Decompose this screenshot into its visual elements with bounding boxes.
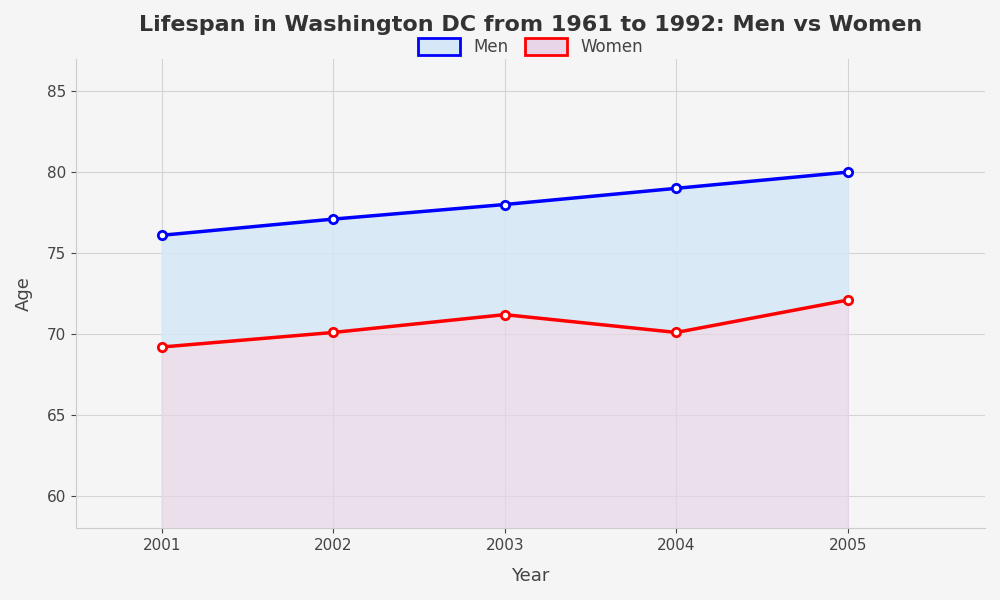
Y-axis label: Age: Age <box>15 276 33 311</box>
Legend: Men, Women: Men, Women <box>410 29 651 64</box>
X-axis label: Year: Year <box>511 567 550 585</box>
Title: Lifespan in Washington DC from 1961 to 1992: Men vs Women: Lifespan in Washington DC from 1961 to 1… <box>139 15 922 35</box>
